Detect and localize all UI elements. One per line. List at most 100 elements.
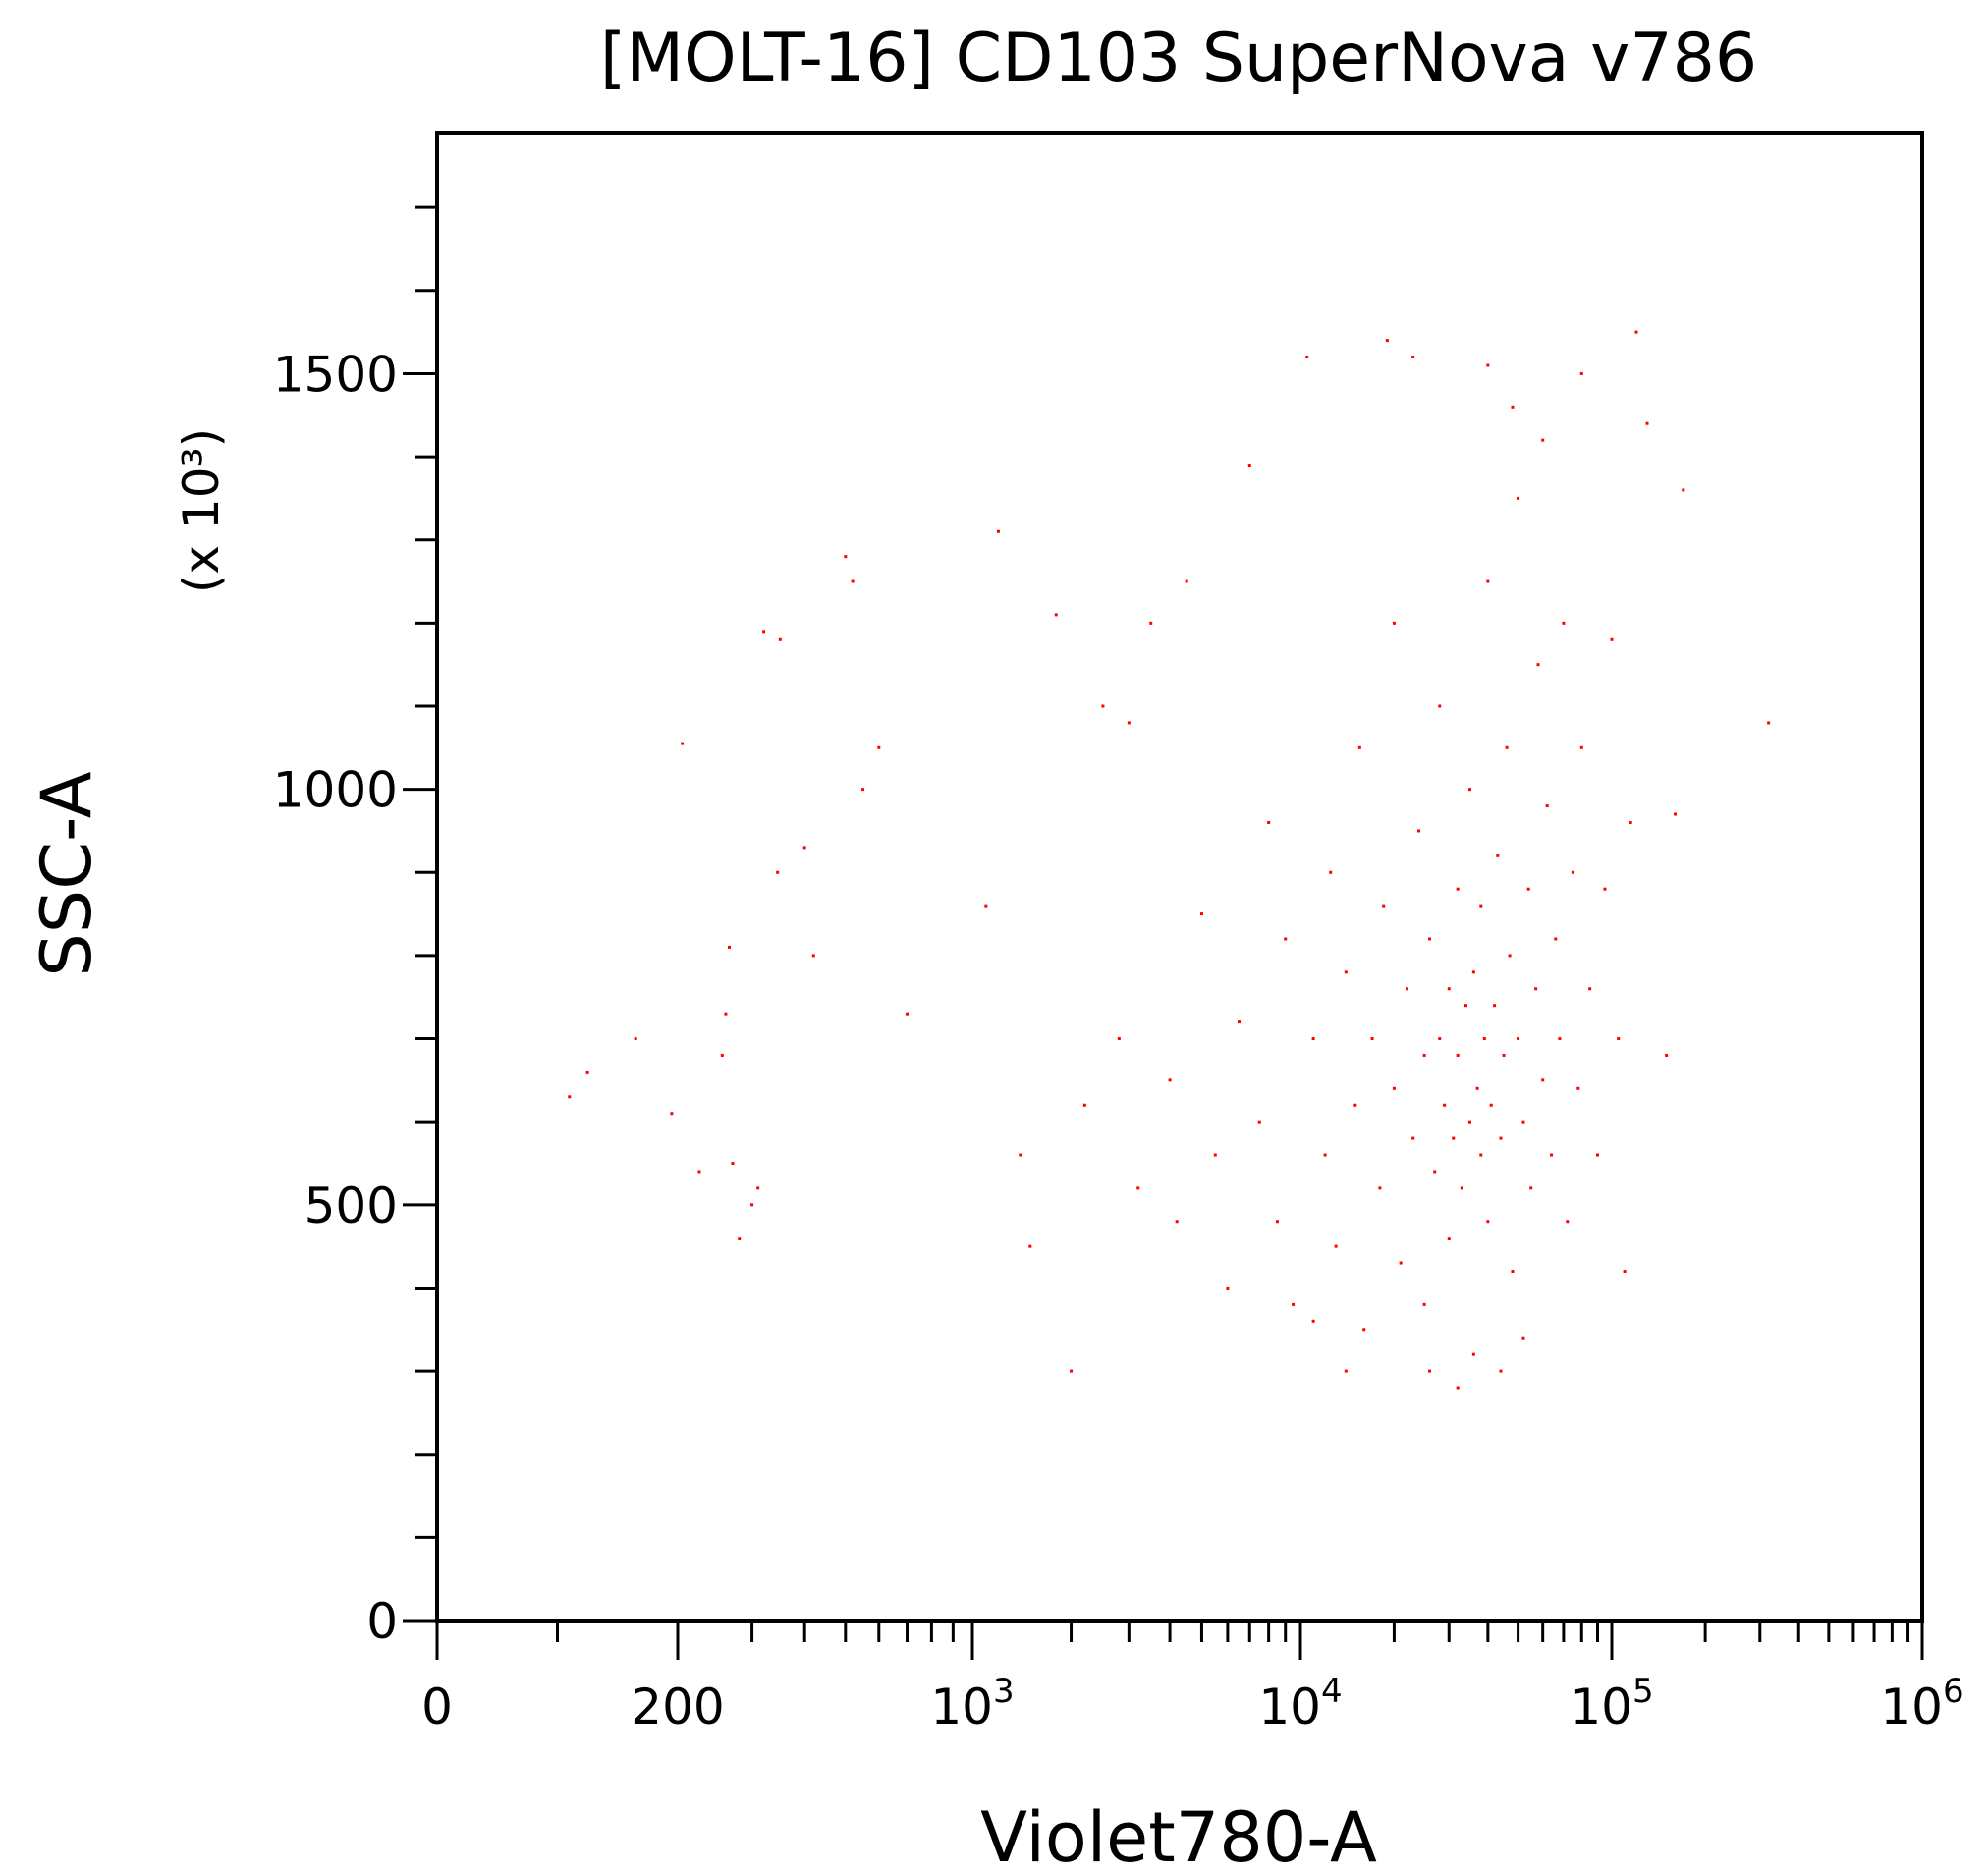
data-point	[802, 846, 806, 850]
data-point	[1082, 1103, 1086, 1107]
data-point	[1486, 363, 1490, 367]
data-point	[778, 637, 782, 641]
data-point	[1438, 704, 1442, 708]
data-point	[1499, 1369, 1503, 1373]
data-point	[1311, 1037, 1315, 1041]
data-point	[1550, 1153, 1554, 1157]
data-point	[720, 1053, 724, 1057]
data-point	[844, 555, 848, 559]
data-point	[1199, 912, 1203, 916]
data-point	[1411, 1136, 1415, 1140]
data-point	[877, 745, 881, 749]
data-point	[776, 870, 780, 874]
data-point	[1438, 1037, 1442, 1041]
data-point	[1521, 1120, 1525, 1124]
data-point	[984, 904, 988, 908]
data-point	[697, 1170, 701, 1174]
data-point	[1526, 887, 1530, 891]
data-point	[1579, 745, 1583, 749]
data-point	[1463, 1004, 1467, 1008]
data-point	[1443, 1103, 1447, 1107]
data-point	[731, 1161, 735, 1165]
data-point	[1028, 1244, 1032, 1248]
data-points	[568, 330, 1771, 1390]
data-point	[1334, 1244, 1338, 1248]
data-point	[1452, 1136, 1456, 1140]
data-point	[1406, 987, 1409, 991]
data-point	[1344, 970, 1348, 974]
y-multiplier-label: (x 10³)	[173, 428, 230, 593]
data-point	[996, 529, 1000, 533]
data-point	[851, 579, 855, 583]
data-point	[1127, 721, 1131, 725]
data-point	[1623, 1270, 1627, 1274]
data-point	[1603, 887, 1607, 891]
x-tick-label: 105	[1570, 1672, 1653, 1736]
data-point	[1479, 1153, 1483, 1157]
data-point	[1521, 1336, 1525, 1340]
data-point	[1054, 613, 1058, 617]
data-point	[756, 1186, 760, 1190]
data-point	[1382, 904, 1386, 908]
data-point	[1541, 438, 1545, 442]
x-tick-label: 103	[930, 1672, 1014, 1736]
data-point	[1545, 804, 1549, 808]
data-point	[906, 1012, 910, 1016]
data-point	[1588, 987, 1592, 991]
data-point	[1399, 1261, 1403, 1265]
data-point	[1422, 1053, 1426, 1057]
data-point	[861, 788, 865, 792]
data-point	[1595, 1153, 1599, 1157]
data-point	[1362, 1328, 1366, 1332]
data-point	[1475, 1086, 1479, 1090]
data-point	[1471, 1352, 1475, 1356]
data-point	[681, 742, 685, 745]
data-point	[1392, 621, 1396, 625]
data-point	[1433, 1170, 1437, 1174]
data-point	[1357, 745, 1361, 749]
data-point	[1117, 1037, 1121, 1041]
data-point	[1456, 887, 1460, 891]
data-point	[738, 1237, 742, 1240]
data-point	[1417, 829, 1421, 833]
x-tick-label: 106	[1880, 1672, 1963, 1736]
data-point	[1665, 1053, 1669, 1057]
data-point	[1486, 1220, 1490, 1224]
data-point	[1456, 1386, 1460, 1390]
data-point	[762, 630, 766, 634]
data-point	[1305, 356, 1309, 359]
data-point	[1571, 870, 1574, 874]
data-point	[1329, 870, 1333, 874]
data-point	[670, 1112, 674, 1116]
data-point	[1486, 579, 1490, 583]
data-point	[1674, 812, 1678, 816]
data-point	[1479, 904, 1483, 908]
data-point	[1562, 621, 1566, 625]
data-point	[1392, 1086, 1396, 1090]
data-point	[1617, 1037, 1621, 1041]
data-point	[1378, 1186, 1382, 1190]
data-point	[1502, 1053, 1506, 1057]
data-point	[1267, 820, 1271, 824]
data-point	[1284, 937, 1288, 941]
data-point	[1353, 1103, 1357, 1107]
data-point	[1566, 1220, 1570, 1224]
y-tick-label: 1000	[273, 762, 398, 819]
data-point	[1541, 1078, 1545, 1082]
data-point	[1499, 1136, 1503, 1140]
data-point	[1385, 339, 1389, 343]
data-point	[1101, 704, 1105, 708]
data-point	[1070, 1369, 1074, 1373]
data-point	[727, 945, 731, 949]
x-tick-label: 200	[631, 1679, 724, 1736]
y-axis: 0 500 1000 1500	[273, 205, 437, 1650]
data-point	[1493, 1004, 1497, 1008]
data-point	[1226, 1286, 1230, 1290]
data-point	[1767, 721, 1771, 725]
data-point	[1529, 1186, 1533, 1190]
data-point	[1175, 1220, 1179, 1224]
data-point	[1311, 1319, 1315, 1323]
data-point	[1149, 621, 1153, 625]
data-point	[585, 1070, 589, 1074]
x-tick-label: 104	[1258, 1672, 1342, 1736]
